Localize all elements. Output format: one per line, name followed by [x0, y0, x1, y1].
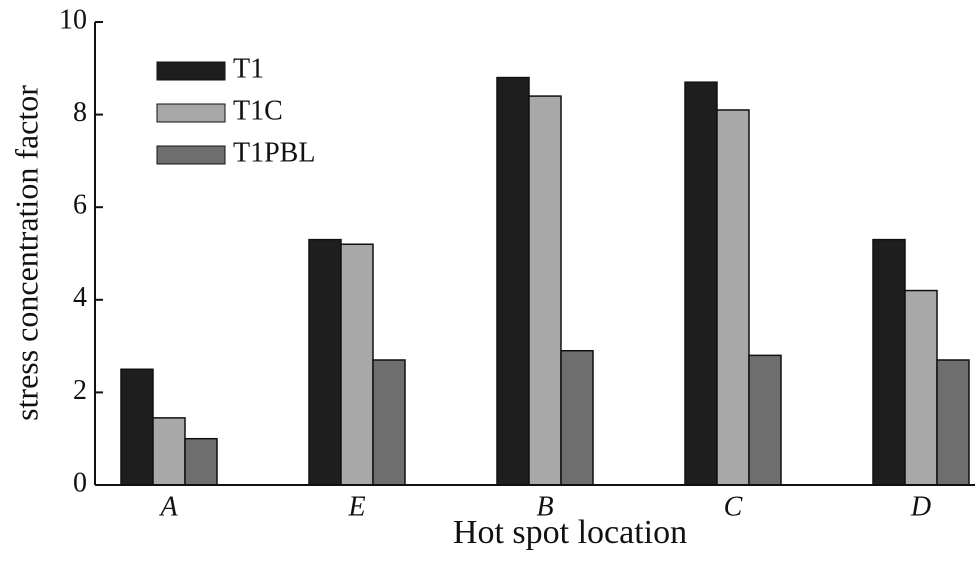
- bar: [748, 354, 782, 486]
- y-tick-label: 10: [59, 4, 87, 35]
- x-tick-label: E: [347, 491, 365, 522]
- bar: [904, 289, 938, 486]
- y-tick-label: 2: [73, 375, 87, 406]
- y-tick-label: 6: [73, 190, 87, 221]
- x-tick-label: C: [724, 491, 743, 522]
- y-tick-label: 0: [73, 467, 87, 498]
- bar: [372, 359, 406, 486]
- y-tick-label: 8: [73, 97, 87, 128]
- legend-label: T1PBL: [233, 137, 315, 168]
- bar: [152, 417, 186, 486]
- x-axis-label: Hot spot location: [453, 514, 687, 551]
- legend-label: T1C: [233, 95, 283, 126]
- legend-label: T1: [233, 53, 264, 84]
- x-tick-label: A: [158, 491, 178, 522]
- legend-swatch: [156, 145, 226, 165]
- bar: [936, 359, 970, 486]
- y-axis-label: stress concentration factor: [8, 85, 44, 421]
- bar: [308, 238, 342, 486]
- bar: [528, 95, 562, 486]
- legend-swatch: [156, 61, 226, 81]
- legend-swatch: [156, 103, 226, 123]
- bar: [184, 437, 218, 486]
- bar: [120, 368, 154, 486]
- bar: [684, 81, 718, 486]
- bar: [560, 349, 594, 486]
- bar: [872, 238, 906, 486]
- bar: [716, 109, 750, 486]
- x-tick-label: B: [536, 491, 553, 522]
- bar: [340, 243, 374, 486]
- x-tick-label: D: [910, 491, 931, 522]
- y-tick-label: 4: [73, 282, 87, 313]
- bar: [496, 76, 530, 486]
